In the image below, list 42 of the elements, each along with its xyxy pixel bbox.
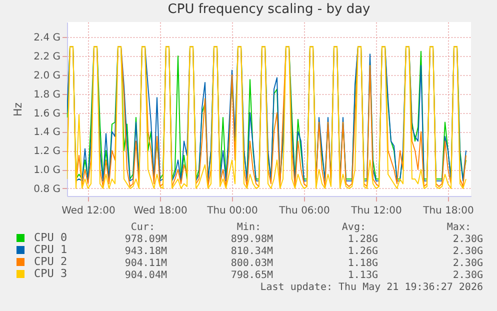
text: 798.65M [230,270,273,281]
text: 978.09M [124,234,167,245]
text: 904.11M [124,258,167,269]
text: 1.28G [348,234,378,245]
text: 2.30G [452,246,483,257]
text: Min: [236,222,261,233]
text: Last update: Thu May 21 19:36:27 2026 [260,282,483,293]
x-tick-label: Thu 06:00 [278,206,330,216]
legend-label: CPU 1 [34,243,68,256]
x-tick-label: Thu 00:00 [206,206,258,216]
legend-label: CPU 3 [34,267,68,280]
y-tick-label: 2.0 G [34,70,60,82]
text: 943.18M [124,246,167,257]
text: 899.98M [230,234,273,245]
text: 2.30G [452,258,483,269]
text: 800.03M [230,258,273,269]
y-tick-label: 1.2 G [34,146,60,158]
text: Avg: [342,222,366,233]
text: Cur: [130,222,155,233]
y-tick-label: 1.0 G [34,165,60,176]
y-tick-label: 1.8 G [34,89,60,100]
y-tick-label: 0.8 G [34,184,60,195]
legend-label: CPU 2 [34,255,68,268]
text: 810.34M [230,246,273,257]
x-tick-label: Thu 12:00 [350,206,402,216]
text: 904.04M [124,270,167,281]
text: 1.13G [348,270,378,281]
text: Max: [446,222,471,233]
x-tick-label: Wed 12:00 [62,206,116,216]
y-tick-label: 2.4 G [34,32,60,44]
y-tick-label: 1.4 G [34,127,60,138]
y-tick-label: 2.2 G [34,52,60,63]
chart-title: CPU frequency scaling - by day [168,2,371,17]
x-tick-label: Thu 18:00 [422,206,474,216]
text: 2.30G [452,270,483,281]
x-tick-label: Wed 18:00 [134,206,188,216]
y-axis-title: Hz [12,102,25,117]
text: 1.26G [348,246,378,257]
text: 2.30G [452,234,483,245]
text: 1.18G [348,258,378,269]
y-tick-label: 1.6 G [34,108,60,120]
legend-label: CPU 0 [34,231,68,244]
